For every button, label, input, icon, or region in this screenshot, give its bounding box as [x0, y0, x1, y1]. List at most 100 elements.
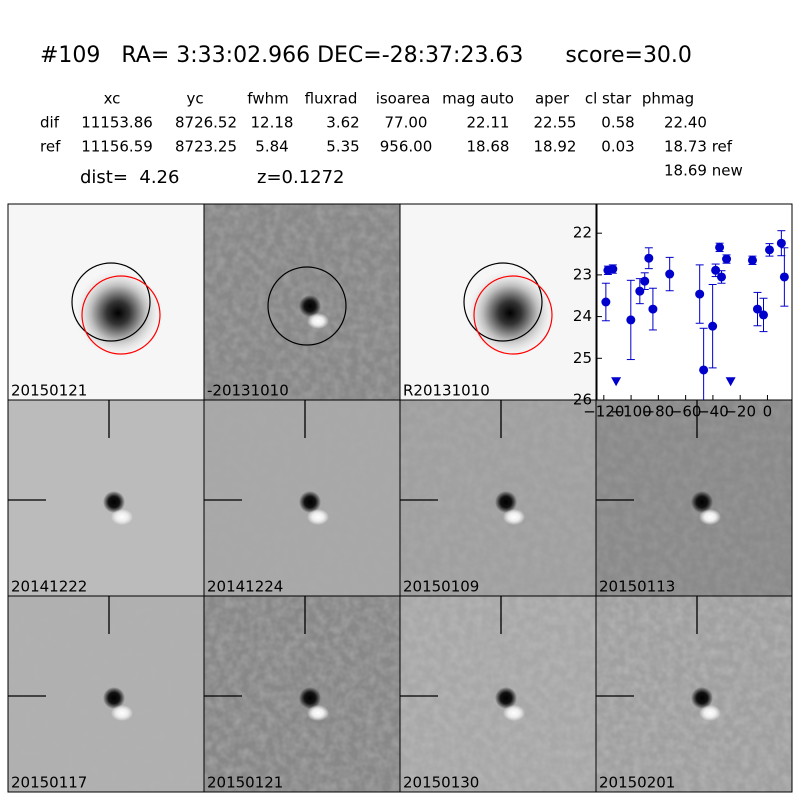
aperture-red: [473, 275, 553, 355]
data-point: [640, 276, 650, 286]
column-header: yc: [186, 90, 203, 108]
data-point: [776, 238, 786, 248]
residual-dark: [299, 687, 321, 709]
table-cell: 18.68: [467, 138, 510, 156]
panel-label: 20141224: [207, 578, 283, 596]
row-label: ref: [40, 138, 61, 156]
table-cell: 0.58: [601, 114, 634, 132]
data-point: [644, 253, 654, 263]
residual-light: [503, 705, 525, 721]
table-cell: 22.40: [664, 114, 707, 132]
table-cell: 18.92: [534, 138, 577, 156]
residual-dark: [103, 687, 125, 709]
residual-light: [699, 509, 721, 525]
x-tick-label: −60: [670, 403, 702, 421]
table-cell: 18.73 ref: [664, 138, 733, 156]
upper-limit: [725, 377, 736, 387]
x-tick-label: 0: [763, 403, 773, 421]
data-point: [626, 315, 636, 325]
y-tick-label: 26: [573, 391, 592, 409]
table-cell: 8723.25: [175, 138, 237, 156]
column-header: xc: [104, 90, 121, 108]
data-point: [608, 264, 618, 274]
image-panel: 20150201: [595, 595, 793, 793]
phmag-new: 18.69 new: [664, 162, 743, 180]
x-tick-label: −40: [697, 403, 729, 421]
data-point: [765, 245, 774, 255]
column-header: isoarea: [376, 90, 431, 108]
image-panel: 20150109: [399, 399, 597, 597]
galaxy: [465, 268, 555, 358]
data-point: [711, 265, 721, 275]
table-cell: 22.11: [467, 114, 510, 132]
table-cell: 12.18: [251, 114, 294, 132]
residual-dark: [299, 491, 321, 513]
data-point: [722, 254, 732, 264]
residual-light: [503, 509, 525, 525]
upper-limit: [611, 377, 622, 387]
data-point: [715, 242, 725, 252]
panel-label: 20150130: [403, 774, 479, 792]
data-point: [635, 286, 645, 296]
table-cell: 77.00: [385, 114, 428, 132]
panel-label: -20131010: [207, 382, 289, 400]
residual-dark: [691, 491, 713, 513]
data-point: [699, 365, 709, 375]
image-panel: 20150113: [595, 399, 793, 597]
table-cell: 956.00: [380, 138, 433, 156]
column-header: fluxrad: [305, 90, 358, 108]
table-cell: 11156.59: [81, 138, 153, 156]
residual-light: [307, 313, 329, 329]
panel-label: 20150121: [11, 382, 87, 400]
column-header: fwhm: [247, 90, 288, 108]
column-header: phmag: [642, 90, 694, 108]
x-tick-label: −120: [583, 403, 624, 421]
column-header: cl star: [585, 90, 632, 108]
title: #109 RA= 3:33:02.966 DEC=-28:37:23.63 sc…: [40, 43, 692, 68]
dist: dist= 4.26: [80, 167, 179, 188]
table-cell: 8726.52: [175, 114, 237, 132]
aperture-black: [463, 262, 543, 342]
redshift: z=0.1272: [257, 167, 345, 188]
table-cell: 5.84: [255, 138, 288, 156]
residual-dark: [103, 491, 125, 513]
data-point: [708, 321, 718, 331]
image-panel: 20150130: [399, 595, 597, 793]
y-tick-label: 25: [573, 349, 592, 367]
residual-light: [307, 509, 329, 525]
panel-label: 20150109: [403, 578, 479, 596]
row-label: dif: [40, 114, 60, 132]
x-tick-label: −20: [724, 403, 756, 421]
residual-light: [111, 509, 133, 525]
image-panel: -20131010: [203, 203, 401, 401]
panel-label: 20150117: [11, 774, 87, 792]
y-tick-label: 22: [573, 224, 592, 242]
panel-label: 20150113: [599, 578, 675, 596]
y-tick-label: 24: [573, 307, 592, 325]
panel-label: R20131010: [403, 382, 490, 400]
data-point: [779, 272, 789, 282]
plot-layer: [601, 230, 789, 400]
panel-label: 20150201: [599, 774, 675, 792]
table-cell: 11153.86: [81, 114, 153, 132]
data-point: [717, 272, 726, 282]
aperture-red: [81, 275, 161, 355]
aperture-black: [267, 266, 347, 346]
panel-label: 20141222: [11, 578, 87, 596]
galaxy: [73, 268, 163, 358]
residual-light: [307, 705, 329, 721]
x-tick-label: −100: [610, 403, 651, 421]
image-panel: 20150117: [7, 595, 205, 793]
residual-light: [699, 705, 721, 721]
image-panel: 20141222: [7, 399, 205, 597]
table-cell: 22.55: [534, 114, 577, 132]
x-tick-label: −80: [643, 403, 675, 421]
residual-dark: [495, 687, 517, 709]
panel-frame: [595, 595, 793, 793]
plot-area: [596, 203, 793, 401]
column-header: mag auto: [442, 90, 514, 108]
table-cell: 3.62: [326, 114, 359, 132]
y-tick-label: 23: [573, 265, 592, 283]
image-panel: 20150121: [203, 595, 401, 793]
